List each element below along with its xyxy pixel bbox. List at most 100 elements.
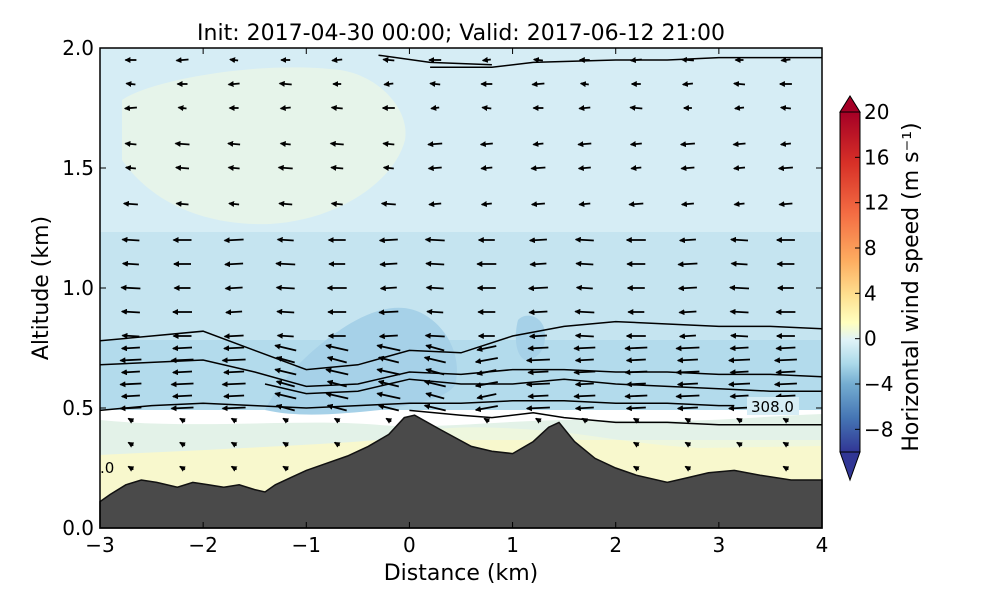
wind-arrow [376, 367, 401, 376]
wind-speed-shading [100, 48, 822, 505]
wind-arrow [525, 381, 550, 388]
wind-arrow [325, 343, 349, 352]
wind-arrow [120, 308, 140, 315]
terrain-profile [99, 414, 823, 529]
wind-arrow [121, 332, 140, 339]
wind-arrow [170, 357, 194, 364]
wind-arrow [574, 381, 594, 388]
wind-arrow [123, 105, 137, 112]
wind-arrow [476, 393, 497, 400]
isentrope-line [378, 54, 492, 66]
y-axis-title: Altitude (km) [29, 216, 54, 360]
wind-arrow [530, 165, 546, 172]
wind-arrow [729, 284, 750, 291]
wind-arrow [276, 332, 294, 339]
wind-arrow [120, 369, 140, 376]
x-tick-label: −2 [188, 533, 217, 557]
wind-arrow [728, 405, 751, 412]
wind-arrow [579, 81, 589, 88]
contour-label-edge: .0 [100, 459, 114, 477]
wind-arrow [676, 405, 698, 412]
wind-arrow [120, 284, 141, 291]
wind-arrow [782, 465, 790, 472]
wind-arrow [119, 357, 142, 364]
wind-arrow [172, 345, 193, 352]
x-axis-ticks: −3 −2 −1 0 1 2 3 4 [85, 48, 828, 557]
wind-arrow [573, 369, 596, 376]
wind-arrow [279, 105, 291, 111]
shading-pale-gap [430, 427, 822, 448]
wind-arrow [527, 393, 549, 400]
wind-arrow [172, 393, 193, 400]
wind-arrow [282, 441, 290, 448]
wind-arrow [575, 284, 593, 291]
wind-arrow [574, 332, 594, 339]
wind-arrow [227, 81, 240, 88]
wind-arrow [329, 140, 344, 147]
x-tick-label: 4 [816, 533, 829, 557]
wind-arrow [427, 141, 443, 148]
wind-arrow [625, 405, 646, 412]
colorbar-tick-label: 20 [864, 100, 889, 124]
colorbar-tick-label: 12 [864, 191, 889, 215]
wind-arrow [177, 105, 187, 112]
wind-arrow [577, 141, 592, 148]
wind-arrow [378, 237, 398, 244]
colorbar-ticks: −8 −4 0 4 8 12 16 20 [855, 100, 893, 441]
wind-arrow [227, 164, 240, 171]
wind-arrow [679, 141, 695, 148]
wind-arrow [573, 345, 596, 352]
wind-arrow [525, 405, 550, 412]
wind-arrow [575, 260, 594, 267]
wind-arrow [426, 308, 444, 315]
wind-arrow [423, 379, 446, 388]
wind-arrow [223, 393, 245, 400]
wind-arrow [223, 345, 245, 352]
wind-arrow [331, 57, 343, 63]
wind-arrow [480, 201, 492, 207]
wind-arrow [427, 165, 442, 172]
colorbar-extend-bottom [839, 451, 861, 482]
wind-arrow [333, 417, 341, 424]
wind-arrow [733, 80, 746, 87]
colorbar-tick-label: −4 [864, 372, 893, 396]
wind-arrow [527, 345, 549, 352]
wind-arrow [782, 417, 790, 424]
wind-arrow [382, 165, 394, 171]
wind-arrow [629, 104, 643, 111]
wind-arrow [230, 465, 238, 472]
wind-arrow [632, 441, 640, 448]
wind-arrow [125, 81, 136, 88]
wind-arrow [225, 309, 243, 316]
x-axis-title: Distance (km) [384, 561, 539, 586]
wind-arrow [527, 285, 548, 292]
wind-arrow [630, 165, 642, 171]
wind-arrow [684, 417, 692, 424]
shading-band-top-wavy [100, 235, 822, 251]
wind-arrow [574, 357, 594, 364]
wind-arrow [120, 345, 140, 352]
wind-arrow [124, 140, 137, 147]
wind-arrow [729, 369, 749, 376]
wind-arrow [230, 417, 238, 424]
wind-arrow [681, 81, 693, 87]
wind-arrow [729, 308, 749, 315]
wind-arrow [528, 309, 548, 316]
wind-arrow [775, 393, 796, 400]
wind-arrow [676, 381, 698, 388]
wind-arrow [120, 393, 140, 400]
colorbar-tick-label: 16 [864, 145, 889, 169]
wind-arrow [628, 201, 644, 208]
wind-arrow [376, 343, 401, 352]
wind-arrow [730, 260, 748, 267]
wind-arrow [730, 332, 749, 339]
wind-arrow [430, 104, 440, 111]
wind-arrow [378, 309, 399, 316]
wind-arrow [326, 355, 347, 364]
wind-arrow [424, 332, 445, 339]
wind-arrow [279, 141, 291, 147]
wind-arrow [275, 355, 295, 364]
x-tick-label: −3 [85, 533, 114, 557]
colorbar-label: Horizontal wind speed (m s⁻¹) [899, 122, 924, 451]
wind-arrow [378, 333, 398, 340]
